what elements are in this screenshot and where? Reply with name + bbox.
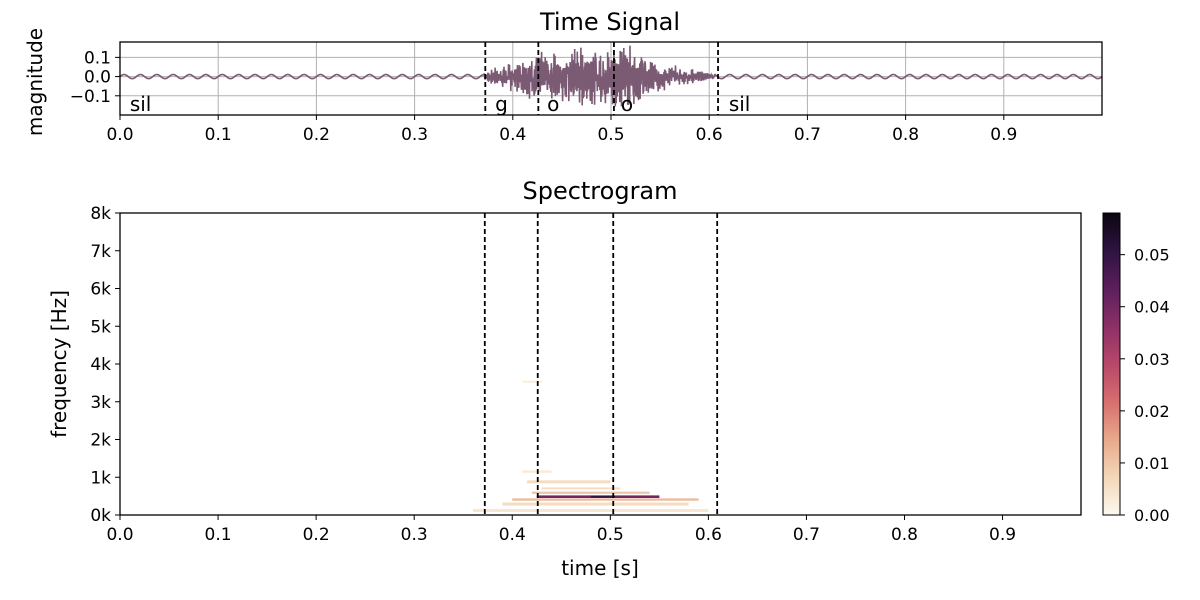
segment-label: sil — [729, 92, 751, 116]
x-tick-label: 0.6 — [696, 125, 723, 145]
y-tick-label: 6k — [90, 280, 111, 300]
x-tick-label: 0.5 — [597, 525, 624, 545]
spectrogram-band — [522, 470, 552, 473]
y-tick-label: −0.1 — [70, 87, 111, 107]
spectrogram-band — [522, 380, 542, 383]
spectrogram-band — [590, 495, 616, 498]
x-tick-label: 0.2 — [303, 125, 330, 145]
colorbar: 0.00 0.01 0.02 0.03 0.04 0.05 — [1102, 212, 1170, 525]
colorbar-tick-label: 0.05 — [1134, 246, 1170, 265]
spectrogram-band — [512, 498, 699, 501]
colorbar-tick-label: 0.00 — [1134, 506, 1170, 525]
time-signal-ylabel: magnitude — [23, 28, 47, 136]
segment-label: sil — [130, 92, 152, 116]
colorbar-tick-label: 0.02 — [1134, 402, 1170, 421]
x-tick-label: 0.2 — [303, 525, 330, 545]
y-tick-label: 7k — [90, 242, 111, 262]
x-tick-label: 0.9 — [990, 125, 1017, 145]
spectrogram-band — [527, 480, 611, 484]
time-signal-x-ticks: 0.0 0.1 0.2 0.3 0.4 0.5 0.6 0.7 0.8 0.9 — [106, 115, 1017, 145]
spectrogram-band — [541, 487, 621, 490]
y-tick-label: 8k — [90, 204, 111, 224]
colorbar-tick-label: 0.03 — [1134, 350, 1170, 369]
time-signal-y-ticks: 0.10.0−0.1 — [70, 48, 120, 107]
y-tick-label: 3k — [90, 393, 111, 413]
y-tick-label: 0.0 — [84, 68, 111, 88]
y-tick-label: 2k — [90, 431, 111, 451]
waveform-line — [119, 45, 1103, 107]
x-tick-label: 0.3 — [401, 125, 428, 145]
x-tick-label: 0.3 — [401, 525, 428, 545]
x-tick-label: 0.0 — [106, 125, 133, 145]
x-tick-label: 0.8 — [891, 525, 918, 545]
colorbar-tick-label: 0.04 — [1134, 298, 1170, 317]
spectrogram-frame — [119, 212, 1082, 516]
time-signal-panel: Time Signal magnitude sil g o o sil 0.0 0.1 0.… — [23, 8, 1103, 145]
spectrogram-title: Spectrogram — [522, 177, 677, 205]
time-signal-boundaries — [484, 42, 719, 115]
spectrogram-panel: Spectrogram frequency [Hz] time [s] 0.0 0… — [47, 177, 1082, 580]
spectrogram-xlabel: time [s] — [561, 556, 639, 580]
x-tick-label: 0.0 — [106, 525, 133, 545]
colorbar-ticks: 0.00 0.01 0.02 0.03 0.04 0.05 — [1120, 246, 1170, 525]
spectrogram-boundaries — [483, 213, 719, 515]
y-tick-label: 0.1 — [84, 48, 111, 68]
spectrogram-energy — [473, 380, 709, 512]
segment-label: g — [495, 92, 508, 116]
x-tick-label: 0.8 — [892, 125, 919, 145]
colorbar-tick-label: 0.01 — [1134, 454, 1170, 473]
time-signal-title: Time Signal — [539, 8, 680, 36]
y-tick-label: 5k — [90, 317, 111, 337]
spectrogram-band — [502, 502, 689, 506]
spectrogram-ylabel: frequency [Hz] — [47, 290, 71, 438]
spectrogram-x-ticks: 0.0 0.1 0.2 0.3 0.4 0.5 0.6 0.7 0.8 0.9 — [106, 515, 1016, 545]
y-tick-label: 1k — [90, 468, 111, 488]
x-tick-label: 0.7 — [794, 125, 821, 145]
segment-labels: sil g o o sil — [130, 92, 751, 116]
x-tick-label: 0.5 — [597, 125, 624, 145]
spectrogram-band — [473, 509, 709, 512]
y-tick-label: 4k — [90, 355, 111, 375]
colorbar-gradient — [1102, 212, 1121, 516]
x-tick-label: 0.4 — [499, 125, 526, 145]
x-tick-label: 0.7 — [793, 525, 820, 545]
x-tick-label: 0.4 — [499, 525, 526, 545]
y-tick-label: 0k — [90, 506, 111, 526]
spectrogram-band — [531, 491, 650, 494]
x-tick-label: 0.1 — [205, 125, 232, 145]
x-tick-label: 0.6 — [695, 525, 722, 545]
x-tick-label: 0.9 — [989, 525, 1016, 545]
segment-label: o — [621, 92, 633, 116]
spectrogram-y-ticks: 0k 1k 2k 3k 4k 5k 6k 7k 8k — [90, 204, 120, 526]
x-tick-label: 0.1 — [205, 525, 232, 545]
segment-label: o — [547, 92, 559, 116]
